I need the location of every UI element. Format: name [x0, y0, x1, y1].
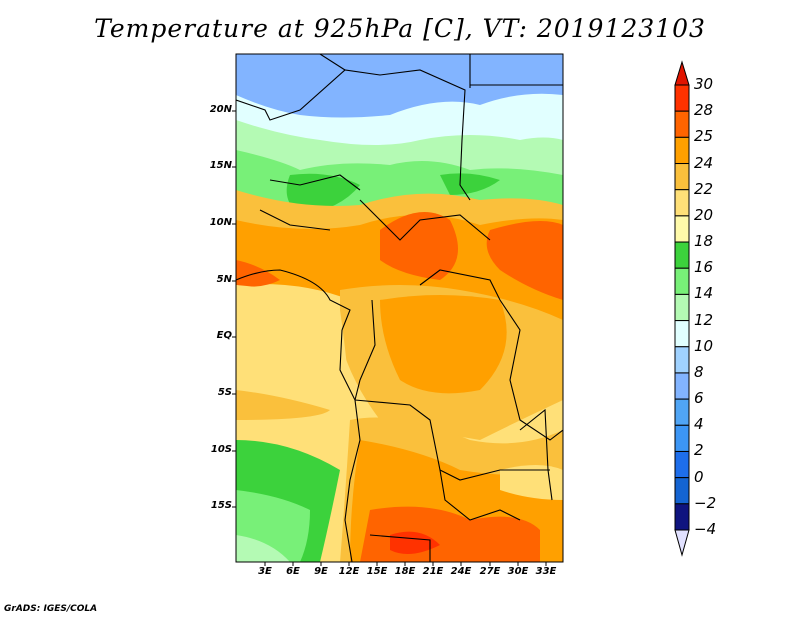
colorbar-box	[674, 110, 690, 138]
credit-label: GrADS: IGES/COLA	[4, 604, 98, 614]
lat-label: 20N	[209, 104, 232, 115]
lon-label: 9E	[314, 566, 328, 577]
colorbar-label: 6	[694, 389, 704, 408]
lat-label: 5S	[217, 387, 232, 398]
colorbar-over-triangle	[674, 60, 690, 86]
colorbar-under-triangle	[674, 529, 690, 557]
colorbar-label: 16	[694, 258, 714, 277]
colorbar-box	[674, 84, 690, 112]
colorbar-box	[674, 163, 690, 191]
colorbar-box	[674, 293, 690, 322]
colorbar-label: 20	[694, 205, 714, 224]
lon-label: 12E	[338, 566, 360, 577]
colorbar-box	[674, 450, 690, 479]
lon-label: 18E	[394, 566, 416, 577]
colorbar-label: 30	[694, 75, 714, 93]
colorbar-box	[674, 241, 690, 269]
lon-label: 3E	[258, 566, 272, 577]
lon-label: 33E	[535, 566, 557, 577]
colorbar-label: 22	[694, 179, 714, 198]
colorbar-label: 2	[694, 441, 704, 460]
colorbar-box	[674, 424, 690, 452]
colorbar-label: 8	[694, 362, 704, 381]
colorbar-label: 12	[694, 310, 714, 329]
colorbar-box	[674, 372, 690, 400]
lon-label: 21E	[422, 566, 444, 577]
colorbar-label: 0	[694, 467, 704, 486]
lon-label: 15E	[366, 566, 388, 577]
colorbar-label: 14	[694, 284, 714, 303]
colorbar-label: −4	[694, 520, 717, 538]
colorbar-box	[674, 189, 690, 217]
lon-label: 24E	[450, 566, 472, 577]
colorbar	[674, 60, 690, 557]
colorbar-box	[674, 398, 690, 426]
temperature-field	[236, 54, 563, 562]
lon-label: 6E	[286, 566, 300, 577]
axis-ticks	[232, 110, 547, 566]
lat-label: 10N	[209, 217, 232, 228]
colorbar-box	[674, 477, 690, 505]
colorbar-label: 25	[694, 127, 714, 146]
colorbar-box	[674, 346, 690, 374]
colorbar-label: 4	[694, 415, 704, 434]
country-borders	[236, 54, 563, 562]
colorbar-box	[674, 320, 690, 348]
colorbar-label: 28	[694, 101, 714, 120]
plot-title: Temperature at 925hPa [C], VT: 201912310…	[94, 14, 706, 43]
lat-label: 15S	[210, 500, 232, 511]
lon-label: 30E	[507, 566, 529, 577]
colorbar-box	[674, 503, 690, 531]
colorbar-label: 18	[694, 232, 714, 251]
colorbar-box	[674, 267, 690, 295]
map-frame	[235, 53, 564, 563]
colorbar-box	[674, 136, 690, 165]
lat-label: 15N	[209, 160, 232, 171]
lat-label: EQ	[216, 330, 232, 341]
colorbar-box	[674, 215, 690, 243]
colorbar-label: 24	[694, 153, 714, 172]
colorbar-label: −2	[694, 493, 717, 512]
lat-label: 5N	[216, 274, 232, 285]
lat-label: 10S	[210, 444, 232, 455]
colorbar-label: 10	[694, 336, 714, 355]
lon-label: 27E	[479, 566, 501, 577]
